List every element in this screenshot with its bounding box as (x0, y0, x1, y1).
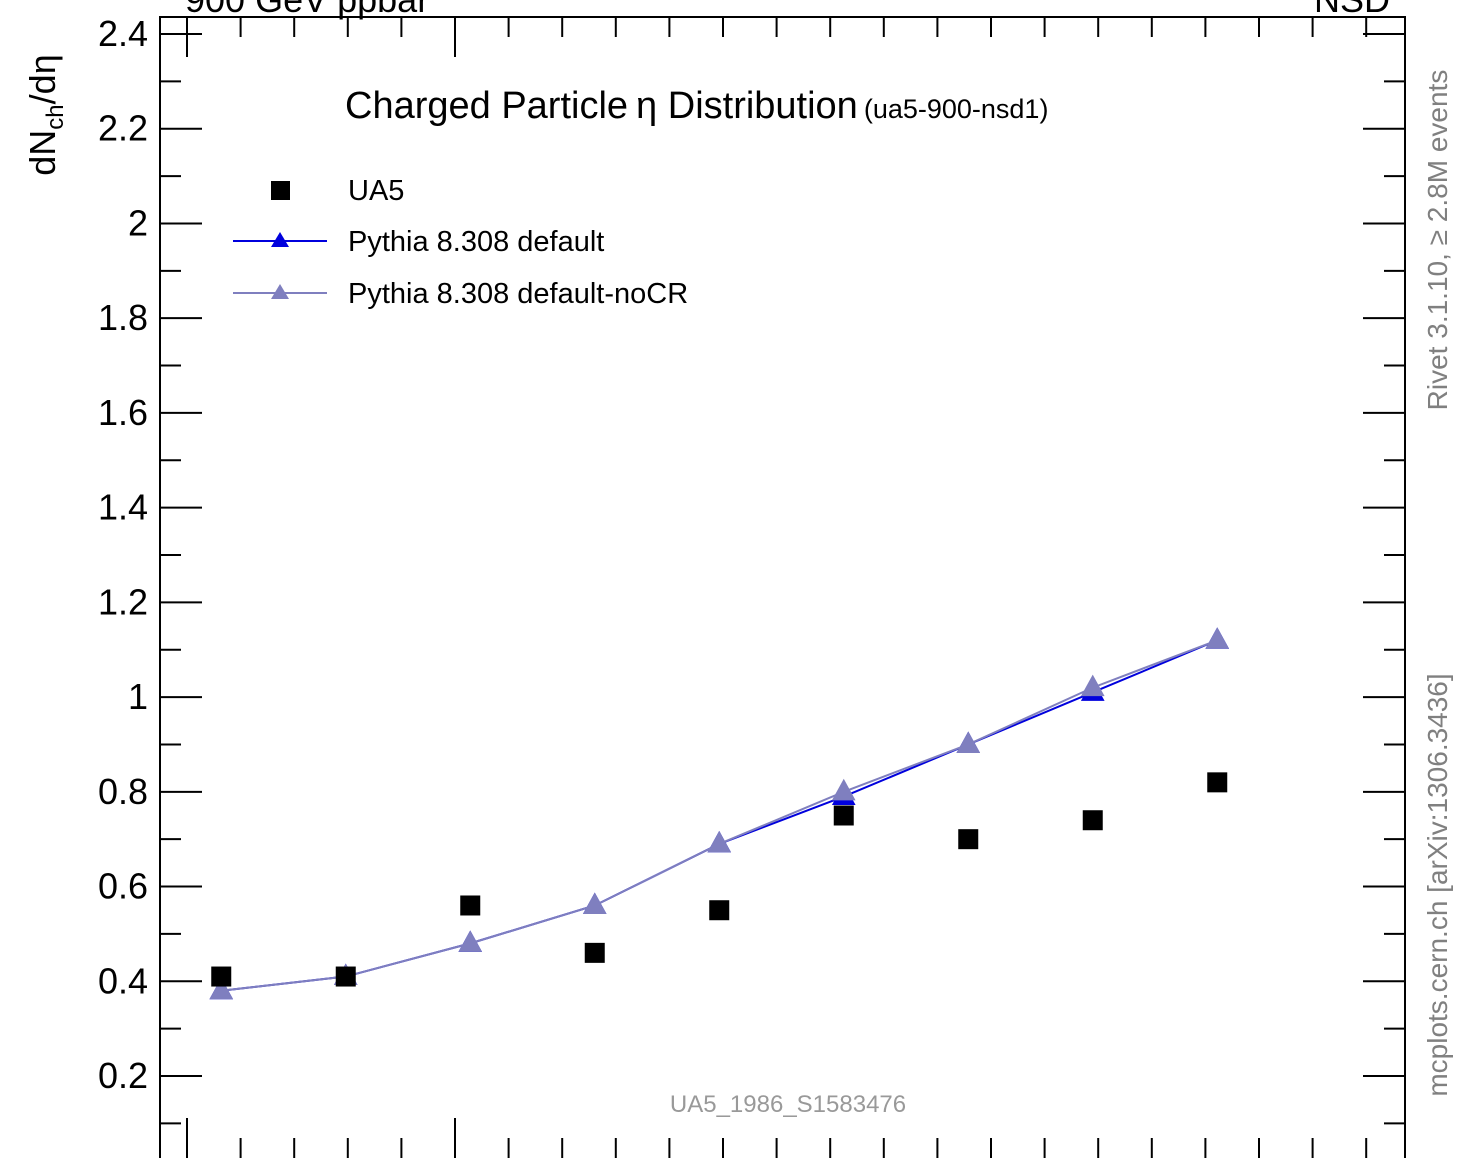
ua5-data-point (1082, 810, 1103, 831)
series-point-nocr (209, 977, 234, 1000)
header-right: NSD (1314, 0, 1390, 20)
y-tick-label: 1.4 (98, 487, 148, 528)
x-ticks (186, 17, 1368, 1158)
series-point-nocr (1205, 627, 1230, 649)
y-tick-label: 2.4 (98, 13, 148, 54)
y-tick-label: 1.8 (98, 297, 148, 338)
legend-label-nocr: Pythia 8.308 default-noCR (348, 278, 688, 310)
series-point-nocr (956, 731, 981, 753)
plot-title-rest: Distribution (657, 85, 858, 127)
ua5-data-point (709, 900, 730, 921)
y-tick-label: 0.6 (98, 866, 148, 907)
y-axis-label-base: dN (22, 130, 63, 176)
ua5-data-point (460, 895, 481, 916)
y-tick-label: 2 (128, 202, 148, 243)
plot-title: Charged Particle η Distribution (ua5-900-n… (345, 85, 1048, 127)
plot-title-tag: (ua5-900-nsd1) (864, 94, 1049, 124)
ua5-data-point (211, 966, 232, 987)
y-tick-label: 1.6 (98, 392, 148, 433)
y-tick-label: 1 (128, 676, 148, 717)
series-point-nocr (458, 930, 483, 952)
rivet-label: Rivet 3.1.10, ≥ 2.8M events (1422, 70, 1453, 411)
legend-label-ua5: UA5 (348, 175, 404, 207)
legend-marker-ua5 (271, 181, 290, 200)
plot-frame (159, 16, 1406, 1158)
header-left: 900 GeV ppbar (185, 0, 429, 20)
ua5-data-point (958, 829, 979, 850)
y-tick-label: 0.4 (98, 960, 148, 1001)
legend-label-default: Pythia 8.308 default (348, 226, 604, 258)
series-line-default (221, 639, 1218, 992)
series-point-nocr (582, 892, 607, 914)
y-axis-label: dNch/dη (22, 54, 69, 175)
plot-title-eta: η (636, 85, 657, 127)
series-layer (209, 627, 1230, 1000)
legend-marker-default (271, 232, 289, 247)
ua5-data-point (833, 805, 854, 826)
analysis-id: UA5_1986_S1583476 (670, 1091, 906, 1118)
series-point-nocr (707, 830, 732, 853)
y-ticks: 0.2 0.4 0.6 0.8 1 1.2 1.4 1.6 1.8 2 2.2 2.4 (98, 13, 1405, 1125)
plot-title-main: Charged Particle (345, 85, 628, 127)
legend-marker-nocr (271, 284, 289, 299)
y-tick-label: 0.8 (98, 771, 148, 812)
svg-text:dNch/dη: dNch/dη (22, 54, 69, 175)
series-point-nocr (831, 778, 856, 801)
mcplots-label: mcplots.cern.ch [arXiv:1306.3436] (1422, 673, 1453, 1096)
ua5-data-point (335, 966, 356, 987)
y-tick-label: 0.2 (98, 1055, 148, 1096)
y-axis-label-rest: /dη (22, 54, 63, 104)
y-tick-label: 2.2 (98, 108, 148, 149)
y-axis-label-sub: ch (42, 104, 69, 129)
y-tick-label: 1.2 (98, 581, 148, 622)
legend: UA5 Pythia 8.308 default Pythia 8.308 de… (233, 175, 688, 310)
series-point-nocr (1080, 674, 1105, 697)
ua5-data-point (1207, 772, 1228, 793)
ua5-data-point (584, 942, 605, 963)
series-line-nocr (221, 639, 1218, 992)
